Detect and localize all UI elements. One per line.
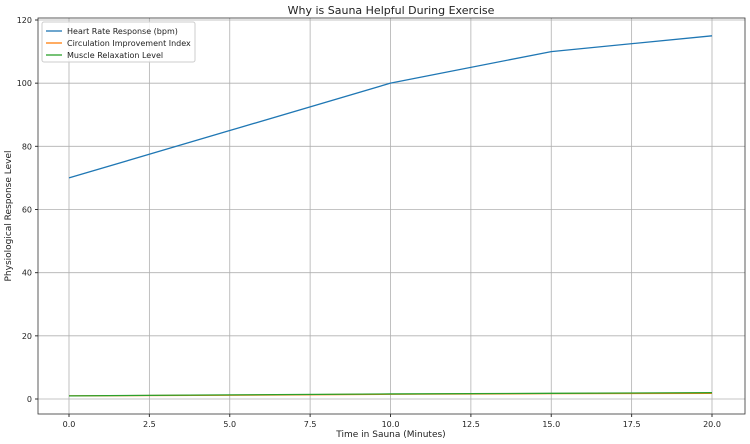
x-axis-label: Time in Sauna (Minutes) — [335, 430, 445, 440]
y-tick-label: 40 — [22, 269, 32, 278]
grid — [38, 18, 745, 414]
plot-area-frame — [37, 17, 746, 415]
legend-label: Muscle Relaxation Level — [67, 51, 163, 60]
x-tick-label: 15.0 — [542, 420, 560, 429]
x-tick-label: 0.0 — [63, 420, 76, 429]
x-tick-label: 5.0 — [223, 420, 236, 429]
x-tick-label: 2.5 — [143, 420, 156, 429]
x-tick-label: 12.5 — [462, 420, 480, 429]
y-tick-label: 20 — [22, 332, 32, 341]
y-tick-label: 100 — [17, 79, 32, 88]
series-line-2 — [68, 392, 713, 397]
chart-title: Why is Sauna Helpful During Exercise — [288, 4, 495, 17]
x-tick-label: 10.0 — [382, 420, 400, 429]
x-tick-label: 7.5 — [304, 420, 317, 429]
y-tick-label: 0 — [27, 395, 32, 404]
y-axis-label: Physiological Response Level — [4, 150, 14, 281]
x-tick-label: 17.5 — [623, 420, 641, 429]
legend-box — [41, 21, 196, 63]
legend-label: Heart Rate Response (bpm) — [67, 27, 178, 36]
x-tick-label: 20.0 — [703, 420, 721, 429]
y-tick-label: 80 — [22, 142, 32, 151]
ticks: 0.0 2.5 5.0 7.5 10.0 12.5 15.0 17.5 20.0 0 20 40 60 8… — [17, 16, 721, 429]
legend: Heart Rate Response (bpm) Circulation Imp… — [41, 21, 196, 63]
y-tick-label: 120 — [17, 16, 32, 25]
y-tick-label: 60 — [22, 206, 32, 215]
series-line-0 — [68, 35, 713, 179]
series-lines — [68, 35, 713, 397]
legend-label: Circulation Improvement Index — [67, 39, 191, 48]
